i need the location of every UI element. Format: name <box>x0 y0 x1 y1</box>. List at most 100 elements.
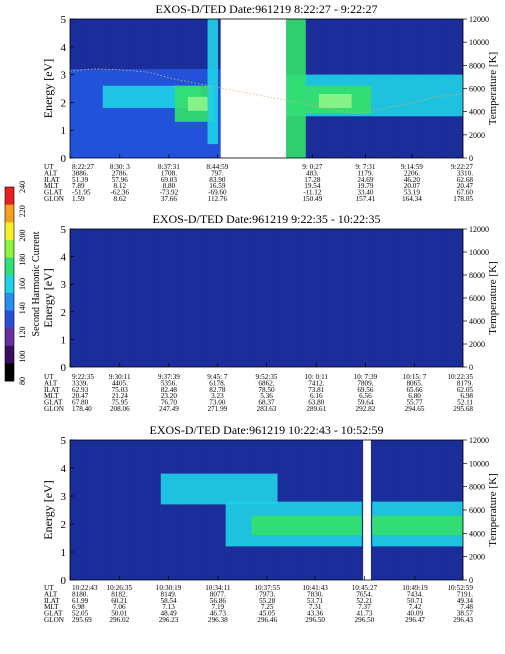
energy-tick-label: 1 <box>61 547 67 559</box>
orbit-value: 69.03 <box>161 176 178 184</box>
spectrogram-feature <box>318 94 352 108</box>
orbit-value: 53.19 <box>404 189 421 197</box>
temperature-tick-label: 2000 <box>469 553 485 562</box>
orbit-value: 57.96 <box>112 176 129 184</box>
orbit-value: 296.46 <box>257 616 277 624</box>
orbit-value: 38.57 <box>457 610 474 618</box>
orbit-value: 150.49 <box>302 195 322 203</box>
colorbar-tick-label: 240 <box>18 181 27 193</box>
orbit-row-label: GLON <box>44 195 65 203</box>
orbit-value: 296.50 <box>305 616 325 624</box>
colorbar-tick-label: 180 <box>18 254 27 266</box>
orbit-value: 41.73 <box>356 610 373 618</box>
orbit-value: 73.81 <box>308 386 325 394</box>
orbit-value: 1.59 <box>72 195 85 203</box>
orbit-value: 283.63 <box>257 405 277 413</box>
orbit-row-label: UT <box>44 163 54 171</box>
orbit-value: 295.68 <box>453 405 473 413</box>
colorbar-frame <box>4 186 15 382</box>
orbit-row-label: ILAT <box>44 176 60 184</box>
orbit-value: 9:30:11 <box>109 373 131 381</box>
temperature-axis-label: Temperature [K] <box>487 261 499 334</box>
orbit-value: 294.65 <box>405 405 425 413</box>
orbit-value: 10:49:19 <box>402 584 428 592</box>
orbit-value: 10:37:55 <box>254 584 280 592</box>
orbit-value: 10:15: 7 <box>403 373 427 381</box>
orbit-value: -62.36 <box>110 189 129 197</box>
orbit-value: 17.28 <box>304 176 321 184</box>
energy-tick-label: 4 <box>61 42 67 54</box>
energy-tick-label: 4 <box>61 252 67 264</box>
temperature-tick-label: 12000 <box>469 225 489 234</box>
orbit-value: 62.93 <box>72 386 89 394</box>
colorbar-swatch <box>5 310 14 329</box>
orbit-value: 9:22:35 <box>72 373 94 381</box>
orbit-value: 69.56 <box>357 386 374 394</box>
colorbar-swatch <box>5 345 14 364</box>
orbit-value: 8182. <box>111 590 127 598</box>
orbit-value: 7.31 <box>309 603 322 611</box>
orbit-value: 73.00 <box>209 399 226 407</box>
temperature-tick-label: 4000 <box>469 529 485 538</box>
temperature-axis-label: Temperature [K] <box>487 52 499 125</box>
orbit-value: 8.80 <box>163 182 176 190</box>
orbit-value: 75.03 <box>112 386 129 394</box>
energy-tick-label: 5 <box>61 14 67 26</box>
orbit-value: 45.05 <box>259 610 276 618</box>
colorbar-tick-label: 140 <box>18 302 27 314</box>
temperature-tick-label: 4000 <box>469 108 485 117</box>
orbit-value: 52.11 <box>457 399 473 407</box>
orbit-value: 7.19 <box>212 603 225 611</box>
orbit-value: 8179. <box>457 379 473 387</box>
temperature-tick-label: 12000 <box>469 15 489 24</box>
orbit-value: 9:14:59 <box>401 163 423 171</box>
orbit-value: 8.62 <box>113 195 126 203</box>
orbit-row-label: ILAT <box>44 597 60 605</box>
energy-axis-label: Energy [eV] <box>41 480 55 539</box>
spectrogram-feature <box>160 473 278 505</box>
orbit-value: 82.48 <box>161 386 178 394</box>
orbit-value: 21.24 <box>112 392 129 400</box>
orbit-value: 8:37:31 <box>158 163 180 171</box>
orbit-value: 52.05 <box>72 610 89 618</box>
orbit-row-label: UT <box>44 373 54 381</box>
colorbar-swatch <box>5 257 14 276</box>
orbit-value: 62.05 <box>457 386 474 394</box>
orbit-row-label: GLAT <box>44 399 63 407</box>
orbit-value: 37.66 <box>161 195 178 203</box>
orbit-value: 2786. <box>112 169 128 177</box>
orbit-value: -11.12 <box>303 189 322 197</box>
orbit-value: 4405. <box>112 379 128 387</box>
orbit-value: 10:41:43 <box>302 584 328 592</box>
orbit-value: 62.68 <box>457 176 474 184</box>
orbit-value: 178.40 <box>72 405 92 413</box>
orbit-value: 483. <box>306 169 319 177</box>
orbit-value: 296.43 <box>453 616 473 624</box>
orbit-value: 46.20 <box>404 176 421 184</box>
temperature-axis-label: Temperature [K] <box>487 473 499 546</box>
energy-tick-label: 5 <box>61 224 67 236</box>
orbit-row-label: MLT <box>44 182 59 190</box>
energy-axis-label: Energy [eV] <box>41 59 55 118</box>
colorbar-tick-label: 220 <box>18 205 27 217</box>
orbit-value: 9: 7:31 <box>355 163 376 171</box>
temperature-tick-label: 2000 <box>469 131 485 140</box>
orbit-value: 247.49 <box>159 405 179 413</box>
orbit-value: 292.82 <box>356 405 376 413</box>
orbit-value: 3310. <box>457 169 473 177</box>
panel-3: EXOS-D/TED Date:961219 10:22:43 - 10:52:… <box>41 423 499 624</box>
orbit-value: 10:52:59 <box>447 584 473 592</box>
colorbar-title: Second Harmonic Current <box>31 231 42 336</box>
orbit-value: 75.95 <box>112 399 129 407</box>
temperature-tick-label: 10000 <box>469 38 489 47</box>
orbit-value: 8:30: 3 <box>110 163 131 171</box>
orbit-value: 53.71 <box>307 597 324 605</box>
orbit-value: -51.95 <box>72 189 91 197</box>
orbit-value: 67.60 <box>457 189 474 197</box>
orbit-value: 7434. <box>407 590 423 598</box>
orbit-value: 6.56 <box>359 392 372 400</box>
orbit-value: 295.69 <box>72 616 92 624</box>
orbit-value: 157.41 <box>356 195 376 203</box>
orbit-value: 6.16 <box>310 392 323 400</box>
orbit-value: -73.92 <box>160 189 179 197</box>
